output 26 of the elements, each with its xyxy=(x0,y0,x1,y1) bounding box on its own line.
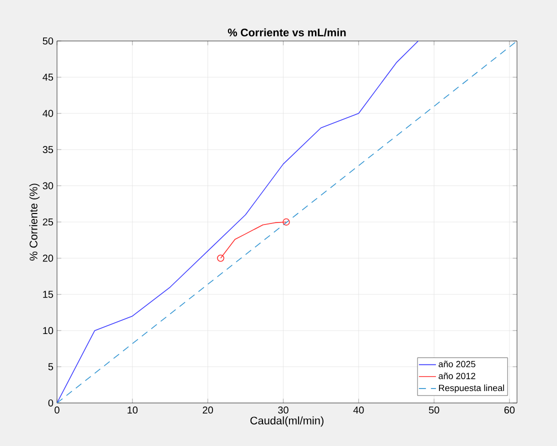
y-tick-label: 40 xyxy=(42,110,54,117)
y-tick-label: 35 xyxy=(42,146,54,154)
line-series xyxy=(57,40,419,403)
y-tick-label: 30 xyxy=(42,182,54,190)
y-tick-label: 0 xyxy=(48,399,54,407)
x-tick-label: 20 xyxy=(202,406,213,414)
x-axis-title: Caudal(ml/min) xyxy=(250,416,324,427)
y-tick-label: 20 xyxy=(42,254,54,262)
y-tick-label: 25 xyxy=(42,218,54,226)
y-tick-label: 10 xyxy=(43,327,54,334)
legend-label: año 2012 xyxy=(438,372,476,380)
x-tick-label: 10 xyxy=(128,406,138,414)
y-tick-label: 50 xyxy=(42,37,54,45)
legend-label: Respuesta lineal xyxy=(439,384,504,393)
x-tick-label: 40 xyxy=(353,406,364,414)
x-tick-label: 0 xyxy=(54,406,60,414)
y-tick-label: 45 xyxy=(42,74,54,81)
x-tick-label: 60 xyxy=(504,406,515,414)
y-axis-title: % Corriente (%) xyxy=(29,184,40,261)
x-tick-label: 50 xyxy=(428,406,440,414)
x-tick-label: 30 xyxy=(278,406,288,414)
legend-label: año 2025 xyxy=(438,360,476,368)
chart-title: % Corriente vs mL/min xyxy=(228,28,346,36)
y-tick-label: 5 xyxy=(48,363,54,370)
line-series xyxy=(220,222,287,259)
y-tick-label: 15 xyxy=(43,290,54,298)
